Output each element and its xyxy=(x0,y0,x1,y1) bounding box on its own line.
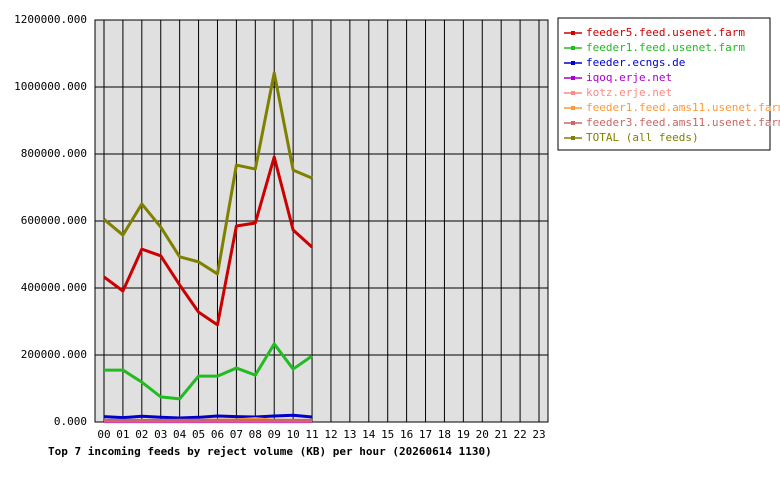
x-tick-label: 04 xyxy=(173,428,187,441)
legend-label: TOTAL (all feeds) xyxy=(586,131,699,144)
y-tick-label: 600000.000 xyxy=(21,214,87,227)
x-tick-label: 02 xyxy=(135,428,148,441)
legend-marker-dot xyxy=(571,46,575,50)
x-tick-label: 22 xyxy=(513,428,526,441)
x-tick-label: 03 xyxy=(154,428,167,441)
x-tick-label: 17 xyxy=(419,428,432,441)
legend-marker-dot xyxy=(571,106,575,110)
x-tick-label: 05 xyxy=(192,428,205,441)
x-tick-label: 11 xyxy=(305,428,318,441)
series-line xyxy=(103,71,313,276)
x-tick-label: 18 xyxy=(438,428,451,441)
x-tick-label: 09 xyxy=(268,428,281,441)
x-tick-label: 00 xyxy=(97,428,110,441)
legend-marker-dot xyxy=(571,136,575,140)
x-tick-label: 15 xyxy=(381,428,394,441)
legend-marker-dot xyxy=(571,76,575,80)
legend-label: feeder1.feed.usenet.farm xyxy=(586,41,745,54)
legend-marker-dot xyxy=(571,61,575,65)
x-tick-label: 19 xyxy=(457,428,470,441)
series-line xyxy=(104,342,313,401)
y-tick-label: 800000.000 xyxy=(21,147,87,160)
chart-title: Top 7 incoming feeds by reject volume (K… xyxy=(48,445,492,458)
legend-label: feeder3.feed.ams11.usenet.farm xyxy=(586,116,780,129)
y-tick-label: 0.000 xyxy=(54,415,87,428)
x-tick-label: 20 xyxy=(476,428,489,441)
legend-label: feeder5.feed.usenet.farm xyxy=(586,26,745,39)
legend-marker-dot xyxy=(571,91,575,95)
x-tick-label: 12 xyxy=(324,428,337,441)
series-line xyxy=(103,413,313,420)
legend-marker-dot xyxy=(571,121,575,125)
legend-label: feeder1.feed.ams11.usenet.farm xyxy=(586,101,780,114)
legend-label: kotz.erje.net xyxy=(586,86,672,99)
x-tick-label: 10 xyxy=(287,428,300,441)
x-tick-label: 13 xyxy=(343,428,356,441)
x-tick-label: 14 xyxy=(362,428,376,441)
y-tick-label: 200000.000 xyxy=(21,348,87,361)
y-tick-label: 400000.000 xyxy=(21,281,87,294)
legend-marker-dot xyxy=(571,31,575,35)
y-tick-label: 1000000.000 xyxy=(14,80,87,93)
x-tick-label: 23 xyxy=(532,428,545,441)
x-tick-label: 16 xyxy=(400,428,413,441)
x-tick-label: 21 xyxy=(495,428,508,441)
x-tick-label: 01 xyxy=(116,428,129,441)
y-tick-label: 1200000.000 xyxy=(14,13,87,26)
x-tick-label: 07 xyxy=(230,428,243,441)
legend-label: iqoq.erje.net xyxy=(586,71,672,84)
x-tick-label: 06 xyxy=(211,428,224,441)
series-line xyxy=(103,155,314,327)
legend xyxy=(557,17,771,151)
legend-label: feeder.ecngs.de xyxy=(586,56,685,69)
x-tick-label: 08 xyxy=(249,428,262,441)
